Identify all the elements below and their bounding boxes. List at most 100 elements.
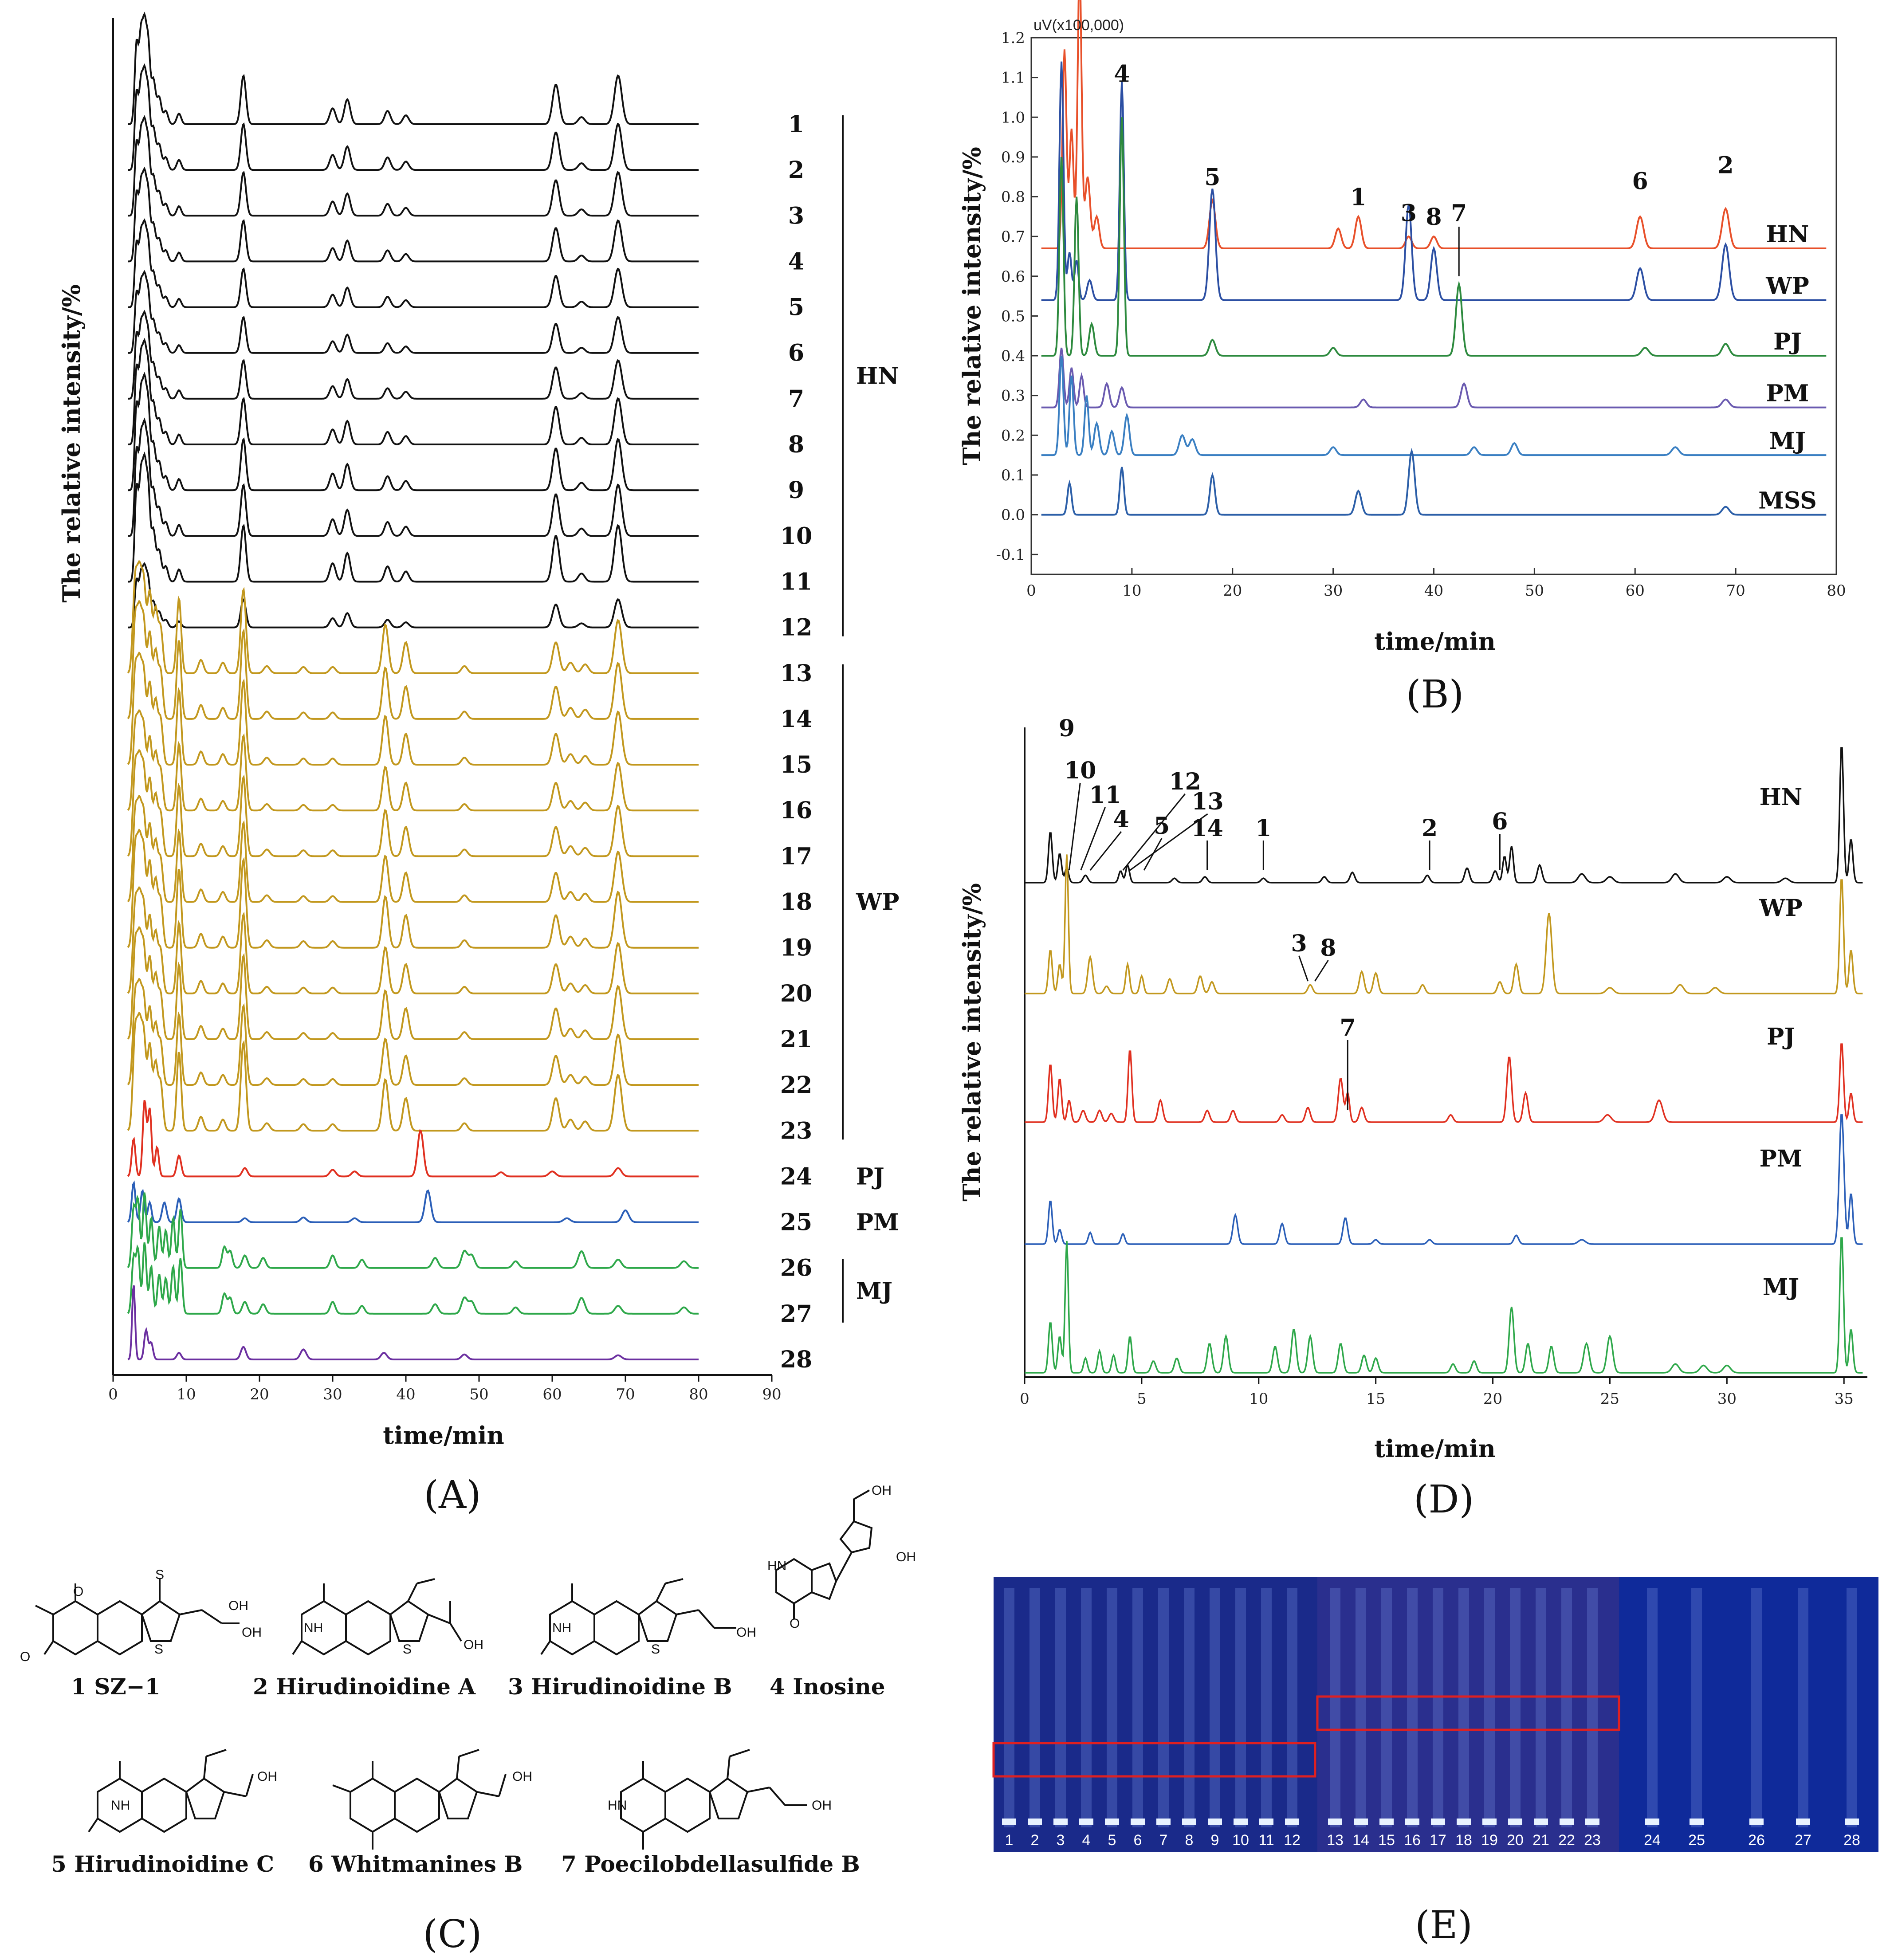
panel-b-x-tick-label: 0 [1026,582,1036,600]
panel-b-x-tick-label: 70 [1726,582,1745,600]
panel-b-series-PM [1041,347,1827,408]
trace-19 [127,828,699,949]
tlc-lane-10 [1235,1588,1246,1827]
panel-b-x-tick-label: 40 [1424,582,1443,600]
atom-s: S [154,1642,163,1657]
panel-b-y-tick-label: 0.0 [1001,507,1025,524]
tlc-lane-3 [1055,1588,1066,1827]
panel-d-x-tick-label: 35 [1835,1390,1854,1408]
atom-nh: NH [552,1621,571,1635]
tlc-lane-label-18: 18 [1455,1832,1472,1849]
tlc-lane-20 [1510,1588,1521,1827]
trace-label-14: 14 [780,706,812,733]
trace-label-17: 17 [780,843,812,870]
tlc-lane-label-15: 15 [1378,1832,1395,1849]
tlc-lane-label-11: 11 [1258,1832,1274,1849]
trace-label-6: 6 [788,340,804,367]
tlc-origin-spot [1690,1819,1704,1825]
trace-22 [127,977,699,1086]
tlc-lane-13 [1330,1588,1340,1827]
tlc-origin-spot [1749,1819,1764,1825]
trace-1 [128,12,699,126]
trace-3 [128,115,699,217]
panel-b-y-tick-label: 0.8 [1001,189,1025,206]
group-label-HN: HN [856,362,899,389]
tlc-lane-label-25: 25 [1688,1832,1705,1849]
compound-6-label: 6 Whitmanines B [308,1851,523,1877]
tlc-origin-spot [1028,1819,1042,1825]
tlc-lane-14 [1356,1588,1366,1827]
panel-b-peak-label-1: 1 [1350,184,1366,211]
trace-13 [127,560,699,674]
panel-b-series-label-HN: HN [1766,221,1809,248]
trace-5 [128,218,699,308]
panel-a-x-tick-label: 30 [323,1386,342,1403]
tlc-origin-spot [1156,1819,1171,1825]
trace-label-25: 25 [780,1209,812,1236]
tlc-lane-label-5: 5 [1108,1832,1116,1849]
panel-d-peak-label-10: 10 [1064,757,1096,784]
structure-2 [292,1578,462,1656]
compound-5-label: 5 Hirudinoidine C [51,1851,274,1877]
panel-d-peak-label-12: 12 [1169,768,1201,795]
panel-d-arrow-13 [1129,813,1208,871]
panel-d-arrow-12 [1122,793,1186,871]
tlc-origin-spot [1645,1819,1659,1825]
atom-nh: NH [304,1621,323,1635]
panel-a-x-tick-label: 50 [469,1386,488,1403]
panel-d-x-tick-label: 15 [1366,1390,1385,1408]
trace-label-7: 7 [788,385,804,412]
panel-b-y-tick-label: 0.6 [1001,268,1025,286]
compound-4-label: 4 Inosine [770,1673,885,1700]
structure-1 [35,1579,240,1656]
tlc-origin-spot [1354,1819,1368,1825]
trace-6 [128,270,699,354]
tlc-lane-15 [1381,1588,1392,1827]
trace-label-15: 15 [780,751,812,778]
tlc-lane-label-10: 10 [1232,1832,1249,1849]
panel-d-peak-label-8: 8 [1320,935,1336,962]
panel-b-series-label-PM: PM [1766,380,1809,407]
tlc-highlight-box-2 [1316,1695,1620,1731]
trace-label-23: 23 [780,1117,812,1144]
structure-5 [88,1749,254,1833]
group-label-WP: WP [856,889,900,916]
tlc-lane-label-17: 17 [1430,1832,1446,1849]
tlc-origin-spot [1560,1819,1574,1825]
trace-11 [128,451,699,583]
tlc-lane-1 [1004,1588,1014,1827]
panel-d-peak-label-1: 1 [1255,815,1271,842]
tlc-origin-spot [1431,1819,1445,1825]
panel-b-x-tick-label: 50 [1525,582,1544,600]
panel-d-series-MJ [1025,1237,1863,1374]
panel-b-y-tick-label: 1.1 [1001,69,1025,87]
panel-d-peak-label-3: 3 [1291,930,1307,957]
tlc-origin-spot [1534,1819,1548,1825]
trace-label-5: 5 [788,294,804,321]
tlc-origin-spot [1234,1819,1248,1825]
tlc-lane-2 [1029,1588,1040,1827]
group-label-PM: PM [856,1209,899,1236]
tlc-lane-label-2: 2 [1031,1832,1039,1849]
panel-d-xlabel: time/min [1374,1434,1496,1463]
tlc-lane-6 [1132,1588,1143,1827]
panel-d-arrow-8 [1314,960,1329,982]
trace-label-11: 11 [780,568,812,595]
panel-d-arrow-10 [1068,782,1081,871]
compound-2-label: 2 Hirudinoidine A [253,1673,476,1700]
atom-oh: OH [512,1769,532,1784]
trace-17 [127,749,699,857]
tlc-lane-label-27: 27 [1795,1832,1811,1849]
tlc-lane-26 [1751,1588,1762,1827]
tlc-lane-label-26: 26 [1748,1832,1765,1849]
panel-d-peak-label-11: 11 [1089,782,1121,809]
panel-b-series-HN [1041,0,1827,249]
panel-b-y-tick-label: 0.7 [1001,228,1025,246]
tlc-lane-12 [1287,1588,1297,1827]
tlc-lane-label-13: 13 [1327,1832,1344,1849]
trace-label-28: 28 [780,1346,812,1373]
panel-b-y-tick-label: -0.1 [996,546,1025,564]
panel-e-label: (E) [1415,1903,1473,1948]
trace-label-21: 21 [780,1026,812,1053]
panel-d-series-HN [1025,747,1863,884]
